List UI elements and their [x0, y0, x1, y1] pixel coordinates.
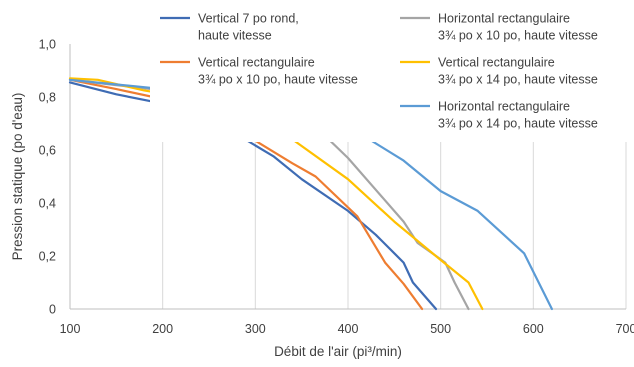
legend-label: 3¾ po x 10 po, haute vitesse	[438, 29, 598, 43]
legend-label: Horizontal rectangulaire	[438, 100, 570, 114]
legend-label: haute vitesse	[198, 29, 272, 43]
legend-background	[150, 4, 632, 142]
x-tick-label: 500	[430, 322, 451, 336]
tick-labels: 100 200 300 400 500 600 700 0 0,2 0,4 0,6 0,8 1,0	[39, 38, 634, 337]
x-tick-label: 100	[60, 322, 81, 336]
y-tick-label: 0,8	[39, 91, 56, 105]
legend-label: 3¾ po x 14 po, haute vitesse	[438, 117, 598, 131]
legend: Vertical 7 po rond, haute vitesse Vertical…	[150, 4, 632, 142]
x-tick-label: 600	[523, 322, 544, 336]
y-tick-label: 1,0	[39, 38, 56, 52]
axes	[69, 44, 626, 310]
legend-label: 3¾ po x 14 po, haute vitesse	[438, 73, 598, 87]
x-tick-label: 700	[616, 322, 634, 336]
x-tick-label: 300	[245, 322, 266, 336]
y-axis-title: Pression statique (po d'eau)	[10, 93, 25, 261]
legend-label: 3¾ po x 10 po, haute vitesse	[198, 73, 358, 87]
x-axis-title: Débit de l'air (pi³/min)	[274, 344, 402, 359]
x-tick-label: 200	[152, 322, 173, 336]
legend-label: Horizontal rectangulaire	[438, 12, 570, 26]
legend-label: Vertical rectangulaire	[198, 56, 315, 70]
y-tick-label: 0,6	[39, 144, 56, 158]
y-tick-label: 0,4	[39, 197, 56, 211]
y-tick-label: 0,2	[39, 250, 56, 264]
y-tick-label: 0	[49, 303, 56, 317]
legend-label: Vertical rectangulaire	[438, 56, 555, 70]
x-tick-label: 400	[338, 322, 359, 336]
legend-label: Vertical 7 po rond,	[198, 12, 299, 26]
